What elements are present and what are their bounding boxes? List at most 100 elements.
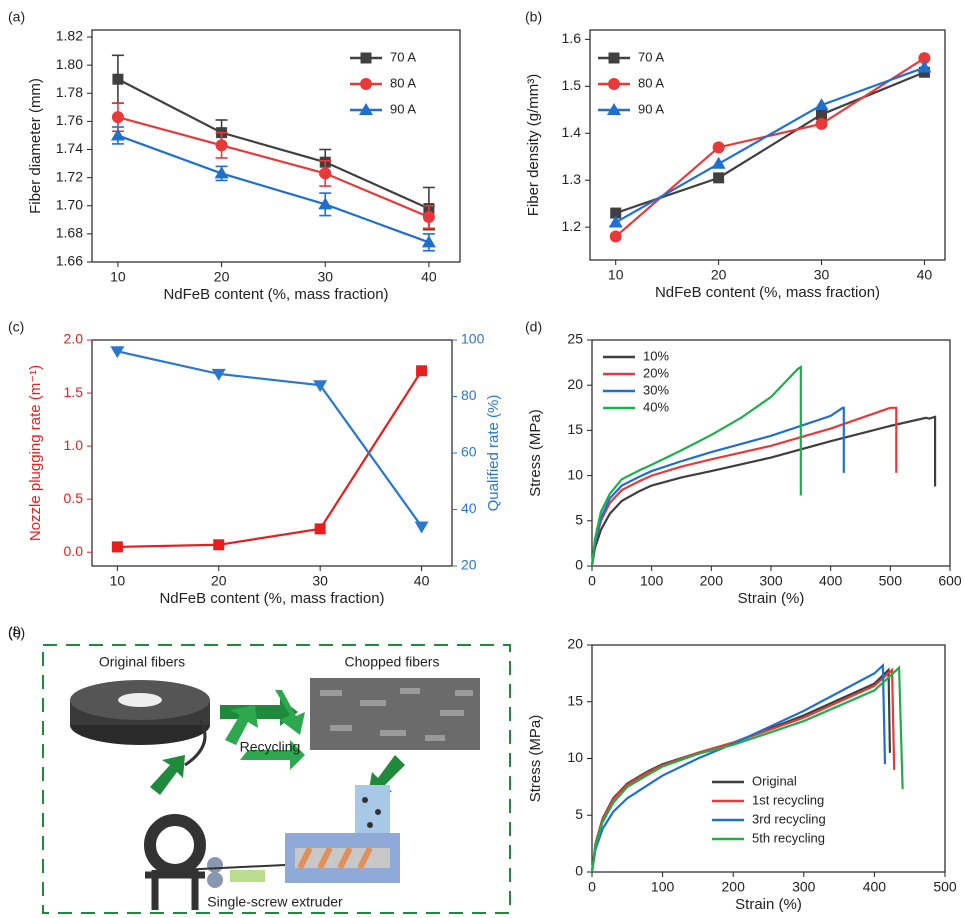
legend-label: 3rd recycling [752,811,826,826]
point [319,167,331,179]
point [112,111,124,123]
x-tick-label: 200 [722,879,746,895]
y-tick-label: 15 [567,692,583,708]
series-line [592,417,935,566]
x-tick-label: 100 [640,573,664,589]
y2-tick-label: 60 [461,444,477,460]
x-tick-label: 20 [711,267,727,283]
y-tick-label: 0.0 [64,543,84,559]
x-tick-label: 10 [608,267,624,283]
x-tick-label: 500 [933,879,957,895]
y-tick-label: 2.0 [64,331,84,347]
y-tick-label: 20 [567,376,583,392]
x-axis-label: NdFeB content (%, mass fraction) [655,284,880,301]
legend-marker [608,78,620,90]
legend-label: 20% [643,365,669,380]
y-tick-label: 10 [567,749,583,765]
x-tick-label: 20 [214,269,230,285]
y2-tick-label: 100 [461,331,485,347]
legend-label: 10% [643,348,669,363]
point [111,128,125,140]
y-tick-label: 1.74 [56,140,83,156]
plot-frame [92,340,452,566]
y-tick-label: 0 [575,557,583,573]
x-tick-label: 0 [588,879,596,895]
y-tick-label: 1.68 [56,225,83,241]
y-tick-label: 1.70 [56,196,83,212]
y-tick-label: 1.4 [562,124,582,140]
series-line [117,351,421,526]
point [423,211,435,223]
series-line [117,371,421,547]
x-tick-label: 30 [312,573,328,589]
x-tick-label: 30 [317,269,333,285]
y-tick-label: 1.5 [64,384,84,400]
extruder [145,785,400,910]
series-line [592,670,894,872]
panel-label: (d) [525,319,542,335]
x-tick-label: 30 [814,267,830,283]
x-tick-label: 0 [588,573,596,589]
y-tick-label: 1.0 [64,437,84,453]
legend-label: Original [752,773,797,788]
legend-marker [361,53,372,64]
y-axis-label: Fiber diameter (mm) [27,78,44,214]
x-axis-label: NdFeB content (%, mass fraction) [163,286,388,303]
spool [70,680,210,765]
point [216,139,228,151]
x-tick-label: 100 [651,879,675,895]
point [816,118,828,130]
point [315,523,326,534]
legend-label: 80 A [638,75,664,90]
y-axis-label: Stress (MPa) [527,715,544,803]
y-axis-label: Nozzle plugging rate (m⁻¹) [27,365,44,541]
point [712,157,726,169]
y-tick-label: 10 [567,466,583,482]
y-tick-label: 1.82 [56,28,83,44]
point [713,172,724,183]
panel-label: (f) [8,624,21,640]
legend-label: 80 A [390,75,416,90]
y-tick-label: 0 [575,863,583,879]
series-line [616,72,925,213]
legend-label: 70 A [390,49,416,64]
x-tick-label: 40 [414,573,430,589]
y-axis-label: Stress (MPa) [527,409,544,497]
y-tick-label: 1.78 [56,84,83,100]
y-tick-label: 1.6 [562,30,582,46]
x-tick-label: 300 [792,879,816,895]
step-label: Recycling [240,739,301,755]
x-tick-label: 10 [110,269,126,285]
legend-marker [360,78,372,90]
y-tick-label: 5 [575,806,583,822]
x-tick-label: 200 [700,573,724,589]
y-tick-label: 20 [567,636,583,652]
point [415,521,429,533]
panel-label: (c) [8,319,24,335]
y-tick-label: 1.80 [56,56,83,72]
y2-tick-label: 40 [461,500,477,516]
point [112,74,123,85]
series-line [592,670,890,872]
x-tick-label: 400 [863,879,887,895]
y-tick-label: 1.3 [562,171,582,187]
panel-label: (b) [525,9,542,25]
y2-tick-label: 80 [461,387,477,403]
x-tick-label: 20 [211,573,227,589]
panel-label: (a) [8,9,25,25]
arrow [150,755,185,795]
series-line [592,668,903,872]
point [713,141,725,153]
y-tick-label: 1.76 [56,112,83,128]
series-line [592,665,885,872]
y-tick-label: 1.2 [562,218,582,234]
step-label: Original fibers [99,654,185,670]
legend-label: 40% [643,399,669,414]
recycling-diagram: (e) Original fibers Chopped fibers Recyc… [8,625,510,913]
step-label: Single-screw extruder [207,894,343,910]
series-line [118,117,429,217]
y2-tick-label: 20 [461,557,477,573]
legend-label: 90 A [638,101,664,116]
plot-frame [590,30,945,260]
x-tick-label: 500 [879,573,903,589]
